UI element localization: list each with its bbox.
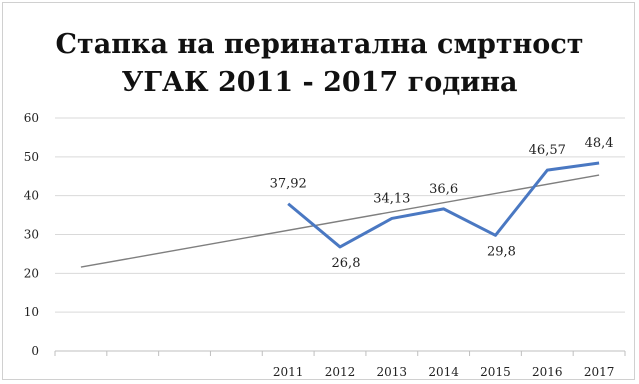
chart-title-line-2: УГАК 2011 - 2017 година xyxy=(121,67,518,98)
data-label-2016: 46,57 xyxy=(529,143,566,158)
y-tick-label-60: 60 xyxy=(24,111,39,125)
chart-title-line-1: Стапка на перинатална смртност xyxy=(55,29,584,60)
y-tick-label-30: 30 xyxy=(24,228,39,242)
x-tick-label-2012: 2012 xyxy=(325,365,356,379)
data-label-2012: 26,8 xyxy=(332,256,361,271)
data-label-2015: 29,8 xyxy=(487,244,516,259)
data-label-2017: 48,4 xyxy=(585,136,614,151)
x-tick-label-2011: 2011 xyxy=(273,365,304,379)
y-tick-label-40: 40 xyxy=(24,189,39,203)
x-tick-label-2015: 2015 xyxy=(480,365,511,379)
series-line-0 xyxy=(287,161,600,249)
data-label-2014: 36,6 xyxy=(429,182,458,197)
y-tick-label-20: 20 xyxy=(24,266,39,280)
data-label-2011: 37,92 xyxy=(270,177,307,192)
trendline xyxy=(80,174,600,268)
x-tick-label-2017: 2017 xyxy=(584,365,615,379)
data-label-2013: 34,13 xyxy=(373,191,410,206)
y-tick-label-0: 0 xyxy=(31,344,39,358)
y-tick-label-50: 50 xyxy=(24,150,39,164)
x-tick-label-2016: 2016 xyxy=(532,365,563,379)
x-tick-label-2013: 2013 xyxy=(377,365,408,379)
x-tick-label-2014: 2014 xyxy=(428,365,459,379)
y-tick-label-10: 10 xyxy=(24,305,39,319)
